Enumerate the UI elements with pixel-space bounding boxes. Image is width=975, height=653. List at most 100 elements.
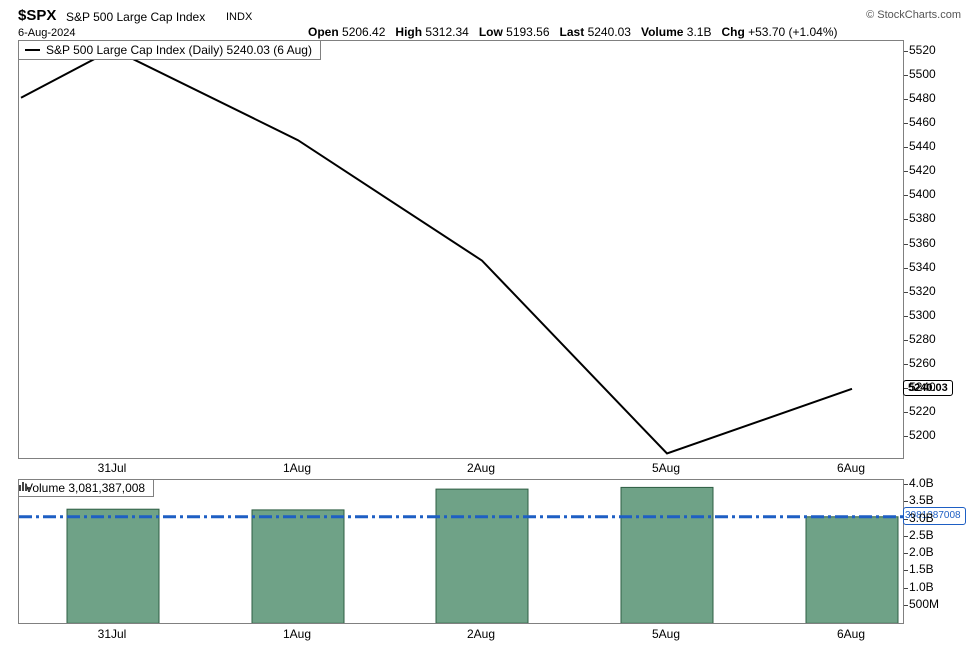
x-axis-date-label: 6Aug: [836, 461, 866, 475]
volume-bar: [805, 516, 899, 623]
price-y-tick-label: 5340: [909, 259, 936, 274]
price-y-tick-label: 5240: [909, 379, 936, 394]
quote-change: Chg +53.70 (+1.04%): [721, 25, 837, 39]
x-axis-date-label: 1Aug: [282, 627, 312, 641]
price-y-tick-label: 5520: [909, 43, 936, 57]
price-y-tick-label: 5320: [909, 283, 936, 298]
volume-label: Volume: [640, 25, 684, 39]
volume-y-tick-label: 1.0B: [909, 579, 934, 594]
price-y-tick-label: 5260: [909, 355, 936, 370]
quote-summary-row: Open 5206.42 High 5312.34 Low 5193.56 La…: [308, 25, 838, 39]
price-y-tick: [904, 99, 908, 101]
price-y-tick: [904, 339, 908, 341]
volume-histogram-icon: [19, 482, 30, 491]
quote-high: High 5312.34: [395, 25, 468, 39]
price-legend-label: S&P 500 Large Cap Index (Daily) 5240.03 …: [46, 43, 312, 57]
x-axis-date-label: 5Aug: [651, 627, 681, 641]
volume-y-tick: [904, 501, 908, 503]
volume-legend: Volume 3,081,387,008: [19, 480, 155, 497]
volume-y-tick: [904, 553, 908, 555]
price-y-tick: [904, 219, 908, 221]
price-y-tick: [904, 123, 908, 125]
price-y-tick: [904, 51, 908, 52]
x-axis-date-label: 5Aug: [651, 461, 681, 475]
volume-panel: Volume 3,081,387,008: [18, 479, 904, 624]
quote-open: Open 5206.42: [308, 25, 385, 39]
volume-legend-label: Volume 3,081,387,008: [25, 481, 146, 495]
volume-bar: [66, 508, 160, 623]
price-line-chart: [20, 48, 853, 455]
volume-y-tick-label: 2.5B: [909, 527, 934, 542]
price-y-tick-label: 5420: [909, 163, 936, 178]
price-y-tick: [904, 75, 908, 77]
price-y-tick-label: 5440: [909, 139, 936, 154]
quote-last: Last 5240.03: [560, 25, 631, 39]
high-value: 5312.34: [425, 25, 469, 39]
price-y-tick: [904, 315, 908, 317]
price-y-tick-label: 5460: [909, 115, 936, 130]
price-y-tick-label: 5360: [909, 235, 936, 250]
price-panel: S&P 500 Large Cap Index (Daily) 5240.03 …: [18, 40, 904, 459]
last-label: Last: [559, 25, 585, 39]
price-y-tick-label: 5380: [909, 211, 936, 226]
low-label: Low: [478, 25, 503, 39]
high-label: High: [395, 25, 423, 39]
volume-y-tick-label: 4.0B: [909, 476, 934, 490]
chg-value: +53.70 (+1.04%): [748, 25, 838, 39]
last-value: 5240.03: [587, 25, 631, 39]
price-y-tick: [904, 195, 908, 197]
price-y-tick-label: 5200: [909, 428, 936, 442]
volume-y-tick-label: 3.0B: [909, 510, 934, 525]
index-name: S&P 500 Large Cap Index: [66, 10, 206, 24]
low-value: 5193.56: [506, 25, 550, 39]
x-axis-date-label: 31Jul: [97, 461, 127, 475]
line-color-sample-icon: [25, 49, 40, 51]
x-axis-date-label: 6Aug: [836, 627, 866, 641]
volume-bar-chart: [19, 486, 903, 623]
volume-bar: [251, 509, 345, 623]
volume-y-tick: [904, 484, 908, 485]
price-y-tick-label: 5300: [909, 307, 936, 322]
volume-y-tick-label: 3.5B: [909, 493, 934, 508]
chg-label: Chg: [721, 25, 745, 39]
price-legend: S&P 500 Large Cap Index (Daily) 5240.03 …: [19, 41, 321, 60]
price-y-tick-label: 5480: [909, 91, 936, 106]
volume-bar: [435, 488, 529, 623]
volume-y-tick-label: 1.5B: [909, 562, 934, 577]
open-value: 5206.42: [342, 25, 386, 39]
price-y-tick-label: 5280: [909, 331, 936, 346]
price-y-tick-label: 5220: [909, 403, 936, 418]
x-axis-date-label: 31Jul: [97, 627, 127, 641]
volume-y-tick-label: 2.0B: [909, 545, 934, 560]
price-y-tick: [904, 243, 908, 245]
exchange-label: INDX: [226, 11, 253, 23]
last-price-tag: 5240.03: [903, 379, 953, 396]
price-y-tick-label: 5500: [909, 67, 936, 82]
price-y-tick: [904, 147, 908, 149]
price-y-tick-label: 5400: [909, 187, 936, 202]
open-label: Open: [308, 25, 339, 39]
ticker-symbol: $SPX: [18, 7, 57, 24]
volume-y-tick-label: 500M: [909, 597, 940, 611]
x-axis-date-label: 1Aug: [282, 461, 312, 475]
volume-y-tick: [904, 605, 908, 606]
x-axis-date-label: 2Aug: [466, 461, 496, 475]
volume-y-tick: [904, 518, 908, 520]
quote-volume: Volume 3.1B: [641, 25, 711, 39]
volume-y-tick: [904, 570, 908, 572]
volume-y-tick: [904, 587, 908, 589]
current-volume-tag: 3081387008: [903, 506, 966, 525]
stockcharts-credit-link[interactable]: © StockCharts.com: [866, 9, 961, 21]
quote-low: Low 5193.56: [479, 25, 550, 39]
volume-y-tick: [904, 535, 908, 537]
x-axis-date-label: 2Aug: [466, 627, 496, 641]
price-y-tick: [904, 171, 908, 173]
price-y-tick: [904, 267, 908, 269]
price-y-tick: [904, 387, 908, 389]
quote-date: 6-Aug-2024: [18, 27, 76, 39]
price-y-tick: [904, 436, 908, 437]
price-y-tick: [904, 363, 908, 365]
volume-bar: [620, 486, 714, 623]
price-y-tick: [904, 411, 908, 413]
